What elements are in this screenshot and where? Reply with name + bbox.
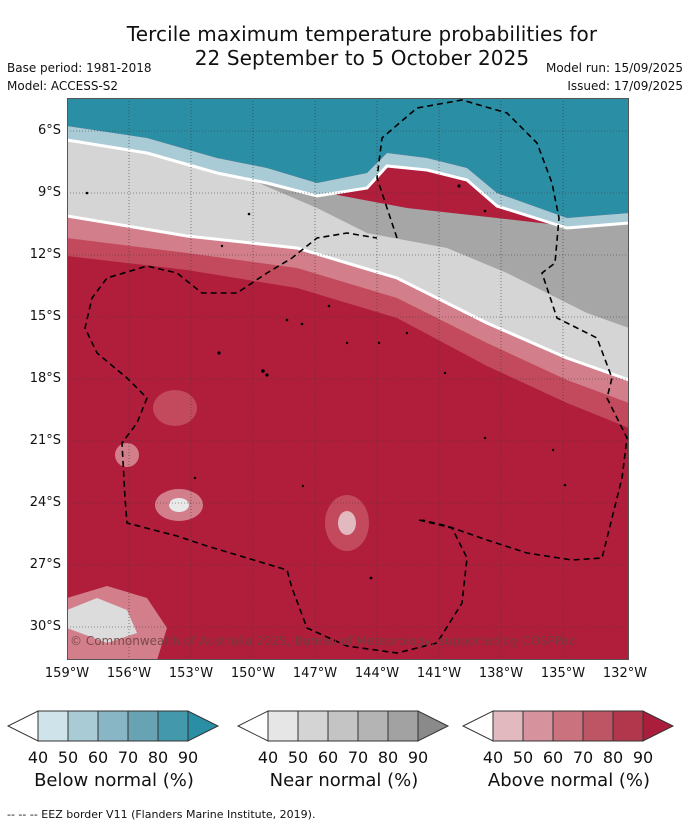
tick-label: 70 (572, 748, 594, 767)
lat-label: 21°S (29, 433, 61, 448)
lat-label: 30°S (29, 619, 61, 634)
lon-label: 156°W (106, 666, 152, 681)
lat-label: 18°S (29, 371, 61, 386)
model-run: Model run: 15/09/2025 (545, 61, 683, 75)
tick-label: 70 (117, 748, 139, 767)
lon-label: 159°W (44, 666, 90, 681)
legend-below-normal: 40 50 60 70 80 90 Below normal (%) (6, 706, 222, 791)
tick-label: 60 (87, 748, 109, 767)
colorbar-segment (127, 710, 159, 742)
tick-label: 50 (57, 748, 79, 767)
colorbar-segment (552, 710, 584, 742)
lat-label: 9°S (37, 185, 61, 200)
legend-caption: Below normal (%) (34, 770, 194, 791)
lon-label: 150°W (230, 666, 276, 681)
lon-label: 135°W (540, 666, 586, 681)
probability-map: © Commonwealth of Australia 2025, Bureau… (67, 98, 629, 660)
lat-label: 12°S (29, 247, 61, 262)
chart-title: Tercile maximum temperature probabilitie… (0, 22, 690, 70)
sw-near-patch (67, 598, 137, 643)
tick-label: 80 (602, 748, 624, 767)
near-normal-light (67, 138, 629, 380)
tick-label: 90 (177, 748, 199, 767)
tick-label: 90 (632, 748, 654, 767)
colorbar-under-triangle (236, 710, 269, 742)
colorbar-over-triangle (187, 710, 220, 742)
meta-right: Model run: 15/09/2025 Issued: 17/09/2025 (546, 59, 683, 95)
model-name: Model: ACCESS-S2 (7, 79, 119, 93)
eez-borders (84, 99, 628, 654)
lat-label: 27°S (29, 557, 61, 572)
tick-label: 70 (347, 748, 369, 767)
island-markers (85, 184, 567, 580)
below-normal-region (67, 98, 629, 218)
colorbar-near (236, 710, 450, 742)
colorbar-segment (387, 710, 419, 742)
lon-label: 138°W (478, 666, 524, 681)
patch-3 (153, 390, 197, 426)
below-normal-edge (67, 126, 629, 228)
legend-above-normal: 40 50 60 70 80 90 Above normal (%) (461, 706, 677, 791)
tick-label: 90 (407, 748, 429, 767)
lat-label: 24°S (29, 495, 61, 510)
colorbar-above (461, 710, 675, 742)
eez-footnote: -- -- -- EEZ border V11 (Flanders Marine… (7, 808, 316, 821)
lat-label: 6°S (37, 123, 61, 138)
title-line-1: Tercile maximum temperature probabilitie… (126, 22, 598, 46)
colorbar-ticks: 40 50 60 70 80 90 (461, 746, 677, 768)
legend-near-normal: 40 50 60 70 80 90 Near normal (%) (236, 706, 452, 791)
map-svg (67, 98, 629, 660)
tick-label: 50 (287, 748, 309, 767)
colorbar-ticks: 40 50 60 70 80 90 (6, 746, 222, 768)
issued-date: Issued: 17/09/2025 (567, 79, 683, 93)
lat-label: 15°S (29, 309, 61, 324)
lon-label: 144°W (354, 666, 400, 681)
grid-lines (67, 98, 629, 660)
colorbar-segment (327, 710, 359, 742)
colorbar-segment (612, 710, 644, 742)
colorbar-below (6, 710, 220, 742)
colorbar-over-triangle (642, 710, 675, 742)
colorbar-segment (492, 710, 524, 742)
base-period: Base period: 1981-2018 (7, 61, 152, 75)
tick-label: 50 (512, 748, 534, 767)
legend-caption: Above normal (%) (487, 770, 651, 791)
colorbar-segment (267, 710, 299, 742)
tick-label: 80 (147, 748, 169, 767)
above-boundary (67, 214, 629, 382)
lon-label: 153°W (168, 666, 214, 681)
colorbar-ticks: 40 50 60 70 80 90 (236, 746, 452, 768)
lon-label: 141°W (416, 666, 462, 681)
colorbar-segment (157, 710, 189, 742)
tick-label: 60 (317, 748, 339, 767)
lon-label: 132°W (602, 666, 648, 681)
tick-label: 40 (257, 748, 279, 767)
colorbar-segment (297, 710, 329, 742)
above-60-band (67, 216, 629, 428)
colorbar-segment (37, 710, 69, 742)
colorbar-over-triangle (417, 710, 450, 742)
colorbar-segment (97, 710, 129, 742)
colorbar-under-triangle (461, 710, 494, 742)
colorbar-segment (67, 710, 99, 742)
patch-1-core (169, 498, 189, 512)
patch-2-core (338, 511, 356, 535)
colorbar-segment (357, 710, 389, 742)
patch-4 (115, 443, 139, 467)
colorbar-under-triangle (6, 710, 39, 742)
above-50-band (67, 216, 629, 403)
tick-label: 80 (377, 748, 399, 767)
colorbar-segment (522, 710, 554, 742)
meta-left: Base period: 1981-2018 Model: ACCESS-S2 (7, 59, 152, 95)
title-line-2: 22 September to 5 October 2025 (194, 46, 530, 70)
copyright-notice: © Commonwealth of Australia 2025, Bureau… (70, 634, 576, 648)
legend-caption: Near normal (%) (269, 770, 419, 791)
lon-label: 147°W (292, 666, 338, 681)
colorbar-segment (582, 710, 614, 742)
tick-label: 40 (482, 748, 504, 767)
tick-label: 60 (542, 748, 564, 767)
tick-label: 40 (27, 748, 49, 767)
map-frame (67, 98, 629, 660)
